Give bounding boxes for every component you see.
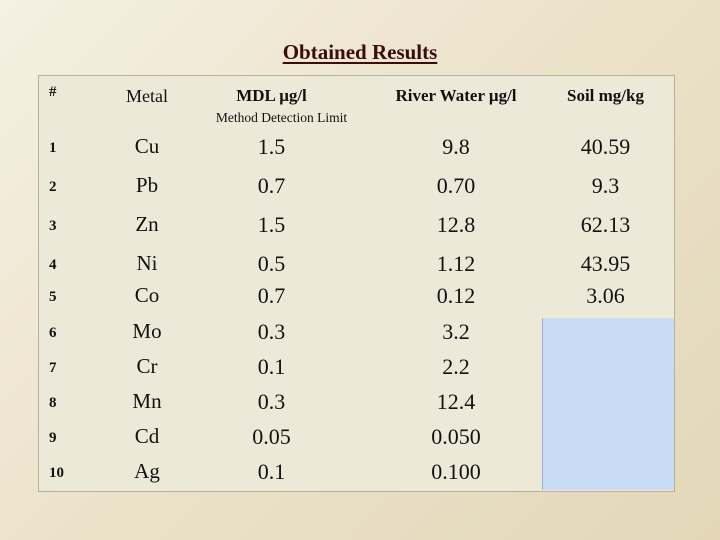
mdl-cell: 0.05 [252, 424, 291, 449]
row-index: 4 [49, 257, 57, 273]
mdl-cell: 1.5 [257, 134, 286, 159]
results-table: # Metal MDL μg/l Method Detection Limit … [38, 75, 675, 492]
river-water-cell: 0.12 [436, 283, 476, 308]
river-water-cell: 3.2 [442, 319, 470, 344]
metal-cell: Ag [134, 459, 160, 483]
row-index: 8 [49, 395, 57, 411]
metal-cell: Mo [132, 319, 162, 343]
metal-cell: Ni [136, 251, 158, 275]
river-water-cell: 0.70 [436, 173, 476, 198]
mdl-cell: 0.1 [257, 354, 286, 379]
header-mdl: MDL μg/l [236, 86, 307, 105]
page-title: Obtained Results [282, 40, 438, 64]
soil-cell: 40.59 [580, 134, 631, 159]
header-mdl-subtitle: Method Detection Limit [215, 110, 348, 125]
metal-cell: Cr [136, 354, 158, 378]
mdl-cell: 0.7 [257, 283, 286, 308]
header-metal: Metal [126, 86, 168, 106]
header-soil: Soil mg/kg [567, 86, 644, 105]
soil-cell: 43.95 [580, 251, 631, 276]
soil-cell: 62.13 [580, 212, 631, 237]
row-index: 3 [49, 218, 57, 234]
metal-cell: Cd [134, 424, 160, 448]
row-index: 2 [49, 179, 57, 195]
row-index: 7 [49, 360, 57, 376]
metal-cell: Cu [134, 134, 160, 158]
row-index: 5 [49, 289, 57, 305]
metal-cell: Zn [135, 212, 159, 236]
mdl-cell: 0.3 [257, 389, 286, 414]
soil-empty-block [542, 318, 674, 490]
row-index: 10 [49, 465, 64, 481]
soil-cell: 9.3 [591, 173, 620, 198]
river-water-cell: 9.8 [442, 134, 470, 159]
river-water-cell: 0.100 [431, 459, 481, 484]
river-water-cell: 0.050 [431, 424, 481, 449]
mdl-cell: 1.5 [257, 212, 286, 237]
header-index: # [49, 84, 57, 100]
soil-cell: 3.06 [586, 283, 625, 308]
mdl-cell: 0.1 [257, 459, 286, 484]
metal-cell: Pb [135, 173, 159, 197]
river-water-cell: 12.8 [436, 212, 476, 237]
mdl-cell: 0.7 [257, 173, 286, 198]
river-water-cell: 2.2 [442, 354, 470, 379]
metal-cell: Co [134, 283, 160, 307]
river-water-cell: 12.4 [436, 389, 476, 414]
river-water-cell: 1.12 [436, 251, 476, 276]
header-river-water: River Water μg/l [395, 86, 517, 105]
metal-cell: Mn [132, 389, 162, 413]
row-index: 1 [49, 140, 57, 156]
row-index: 6 [49, 325, 57, 341]
mdl-cell: 0.3 [257, 319, 286, 344]
row-index: 9 [49, 430, 57, 446]
mdl-cell: 0.5 [257, 251, 286, 276]
